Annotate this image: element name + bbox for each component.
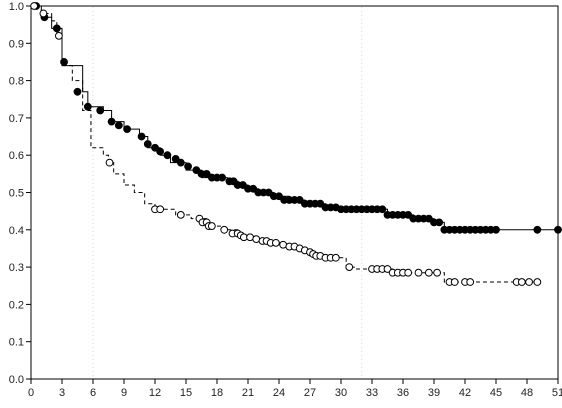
x-tick-label: 6 bbox=[90, 387, 96, 399]
series-1 bbox=[31, 2, 562, 234]
x-tick-label: 21 bbox=[242, 387, 254, 399]
y-tick-label: 0.2 bbox=[9, 299, 24, 311]
x-tick-label: 0 bbox=[28, 387, 34, 399]
censor-marker-filled bbox=[163, 151, 172, 160]
censor-marker-open bbox=[176, 210, 185, 219]
x-tick-label: 15 bbox=[180, 387, 192, 399]
censor-marker-open bbox=[105, 158, 114, 167]
y-tick-label: 0.6 bbox=[9, 150, 24, 162]
censor-marker-filled bbox=[378, 205, 387, 214]
censor-marker-filled bbox=[435, 218, 444, 227]
x-tick-label: 36 bbox=[397, 387, 409, 399]
x-axis: 0 3 6 9 12 15 18 21 24 27 30 33 36 39 42 45 48 51 bbox=[28, 379, 562, 399]
censor-marker-filled bbox=[96, 106, 105, 115]
x-tick-label: 51 bbox=[552, 387, 562, 399]
x-tick-label: 18 bbox=[211, 387, 223, 399]
x-tick-label: 33 bbox=[366, 387, 378, 399]
censor-marker-filled bbox=[295, 196, 304, 204]
y-tick-label: 0.1 bbox=[9, 337, 24, 349]
censor-marker-filled bbox=[202, 169, 211, 178]
censor-marker-open bbox=[272, 238, 280, 247]
x-tick-label: 30 bbox=[335, 387, 347, 399]
y-tick-label: 0.4 bbox=[9, 225, 24, 237]
censor-marker-filled bbox=[114, 121, 123, 130]
censor-marker-open bbox=[207, 222, 216, 230]
x-tick-label: 39 bbox=[428, 387, 440, 399]
censor-marker-open bbox=[383, 265, 392, 273]
y-tick-label: 0.0 bbox=[9, 374, 24, 386]
x-tick-label: 42 bbox=[459, 387, 471, 399]
censor-marker-open bbox=[404, 268, 413, 277]
censor-marker-open bbox=[220, 225, 229, 234]
censor-marker-filled bbox=[218, 173, 227, 182]
censor-marker-open bbox=[450, 278, 459, 286]
censor-marker-open bbox=[156, 205, 165, 214]
censor-marker-open bbox=[55, 31, 63, 40]
censor-marker-filled bbox=[171, 155, 180, 163]
y-tick-label: 1.0 bbox=[9, 1, 24, 13]
censor-marker-filled bbox=[83, 102, 92, 111]
series-2 bbox=[30, 2, 542, 286]
censor-marker-filled bbox=[192, 166, 201, 175]
censor-marker-filled bbox=[73, 87, 82, 96]
x-tick-label: 27 bbox=[304, 387, 316, 399]
y-axis: 0.0 0.1 0.2 0.3 0.4 0.5 0.6 0.7 0.8 0.9 1.0 bbox=[9, 1, 31, 386]
censor-marker-filled bbox=[143, 140, 152, 148]
plot-frame bbox=[30, 5, 559, 380]
x-tick-label: 9 bbox=[121, 387, 127, 399]
censor-marker-filled bbox=[137, 132, 146, 141]
x-tick-label: 45 bbox=[490, 387, 502, 399]
censor-marker-filled bbox=[184, 162, 192, 171]
censor-marker-filled bbox=[176, 158, 185, 167]
censor-marker-open bbox=[433, 268, 442, 277]
censor-marker-filled bbox=[264, 188, 273, 197]
censor-marker-filled bbox=[107, 117, 116, 126]
y-tick-label: 0.9 bbox=[9, 38, 24, 50]
censor-marker-filled bbox=[554, 225, 562, 234]
censor-marker-open bbox=[533, 278, 542, 286]
censor-marker-open bbox=[424, 268, 433, 277]
censor-marker-open bbox=[345, 263, 354, 272]
censor-marker-filled bbox=[156, 147, 165, 156]
censor-marker-filled bbox=[316, 199, 325, 208]
censor-marker-open bbox=[525, 278, 533, 286]
y-tick-label: 0.5 bbox=[9, 188, 24, 200]
series-layer bbox=[30, 2, 562, 286]
censor-marker-open bbox=[517, 278, 526, 286]
censor-marker-open bbox=[331, 253, 340, 262]
censor-marker-filled bbox=[492, 225, 500, 234]
x-tick-label: 24 bbox=[273, 387, 285, 399]
censor-marker-open bbox=[414, 268, 423, 277]
censor-marker-filled bbox=[533, 225, 542, 234]
censor-marker-open bbox=[39, 9, 48, 18]
x-tick-label: 3 bbox=[59, 387, 65, 399]
censor-marker-open bbox=[466, 278, 475, 286]
censor-marker-filled bbox=[249, 184, 258, 193]
y-tick-label: 0.8 bbox=[9, 76, 24, 88]
censor-marker-filled bbox=[123, 125, 131, 133]
x-tick-label: 48 bbox=[521, 387, 533, 399]
y-tick-label: 0.7 bbox=[9, 113, 24, 125]
censor-marker-filled bbox=[424, 214, 433, 223]
x-tick-label: 12 bbox=[149, 387, 161, 399]
censor-marker-filled bbox=[151, 143, 159, 152]
y-tick-label: 0.3 bbox=[9, 262, 24, 274]
censor-marker-filled bbox=[238, 181, 247, 189]
censor-marker-filled bbox=[404, 210, 413, 219]
censor-marker-open bbox=[30, 2, 38, 10]
censor-marker-filled bbox=[275, 192, 283, 201]
